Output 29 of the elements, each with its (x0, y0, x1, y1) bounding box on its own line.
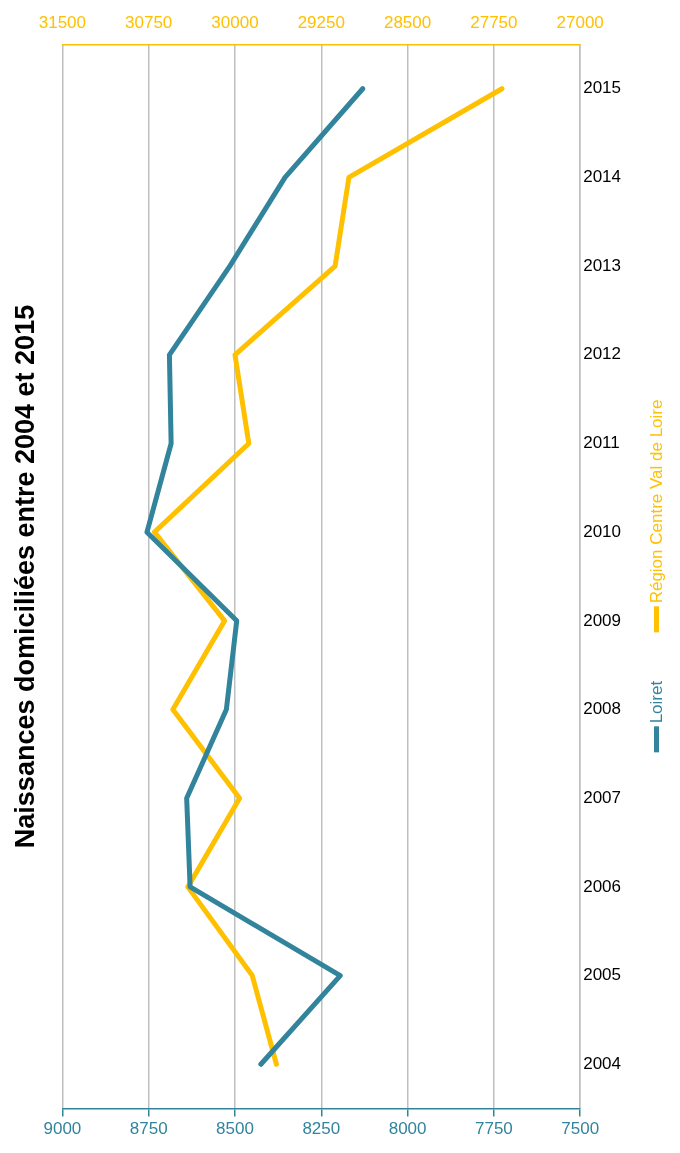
y-tick-label: 2012 (583, 344, 622, 364)
x2-tick-label: 31500 (38, 12, 87, 32)
y-tick-label: 2008 (583, 699, 622, 719)
x-tick-label: 8250 (302, 1119, 341, 1139)
x2-tick-label: 30000 (211, 12, 259, 32)
x-tick-label: 7500 (561, 1119, 600, 1139)
y-tick-label: 2006 (583, 876, 622, 896)
x2-tick-label: 27750 (470, 12, 518, 32)
y-tick-label: 2009 (583, 610, 622, 630)
text: Loiret (647, 681, 667, 724)
x2-tick-label: 27000 (556, 12, 604, 32)
y-tick-label: 2015 (583, 78, 622, 98)
x2-tick-label: 28500 (383, 12, 432, 32)
y-tick-label: 2004 (583, 1053, 622, 1073)
y-tick-label: 2014 (583, 167, 622, 187)
text: Naissances domiciliées entre 2004 et 2015 (9, 304, 40, 849)
y-tick-label: 2007 (583, 787, 622, 807)
text: Région Centre Val de Loire (647, 400, 667, 605)
x-tick-label: 8750 (129, 1119, 168, 1139)
y-tick-label: 2011 (583, 433, 620, 453)
y-tick-label: 2013 (583, 255, 622, 275)
x-tick-label: 8500 (216, 1119, 254, 1139)
x-tick-label: 9000 (43, 1119, 82, 1139)
x2-tick-label: 29250 (297, 12, 345, 32)
x-tick-label: 7750 (474, 1119, 513, 1139)
y-tick-label: 2010 (583, 521, 622, 541)
x-tick-label: 8000 (388, 1119, 427, 1139)
x2-tick-label: 30750 (125, 12, 173, 32)
y-tick-label: 2005 (583, 965, 622, 985)
